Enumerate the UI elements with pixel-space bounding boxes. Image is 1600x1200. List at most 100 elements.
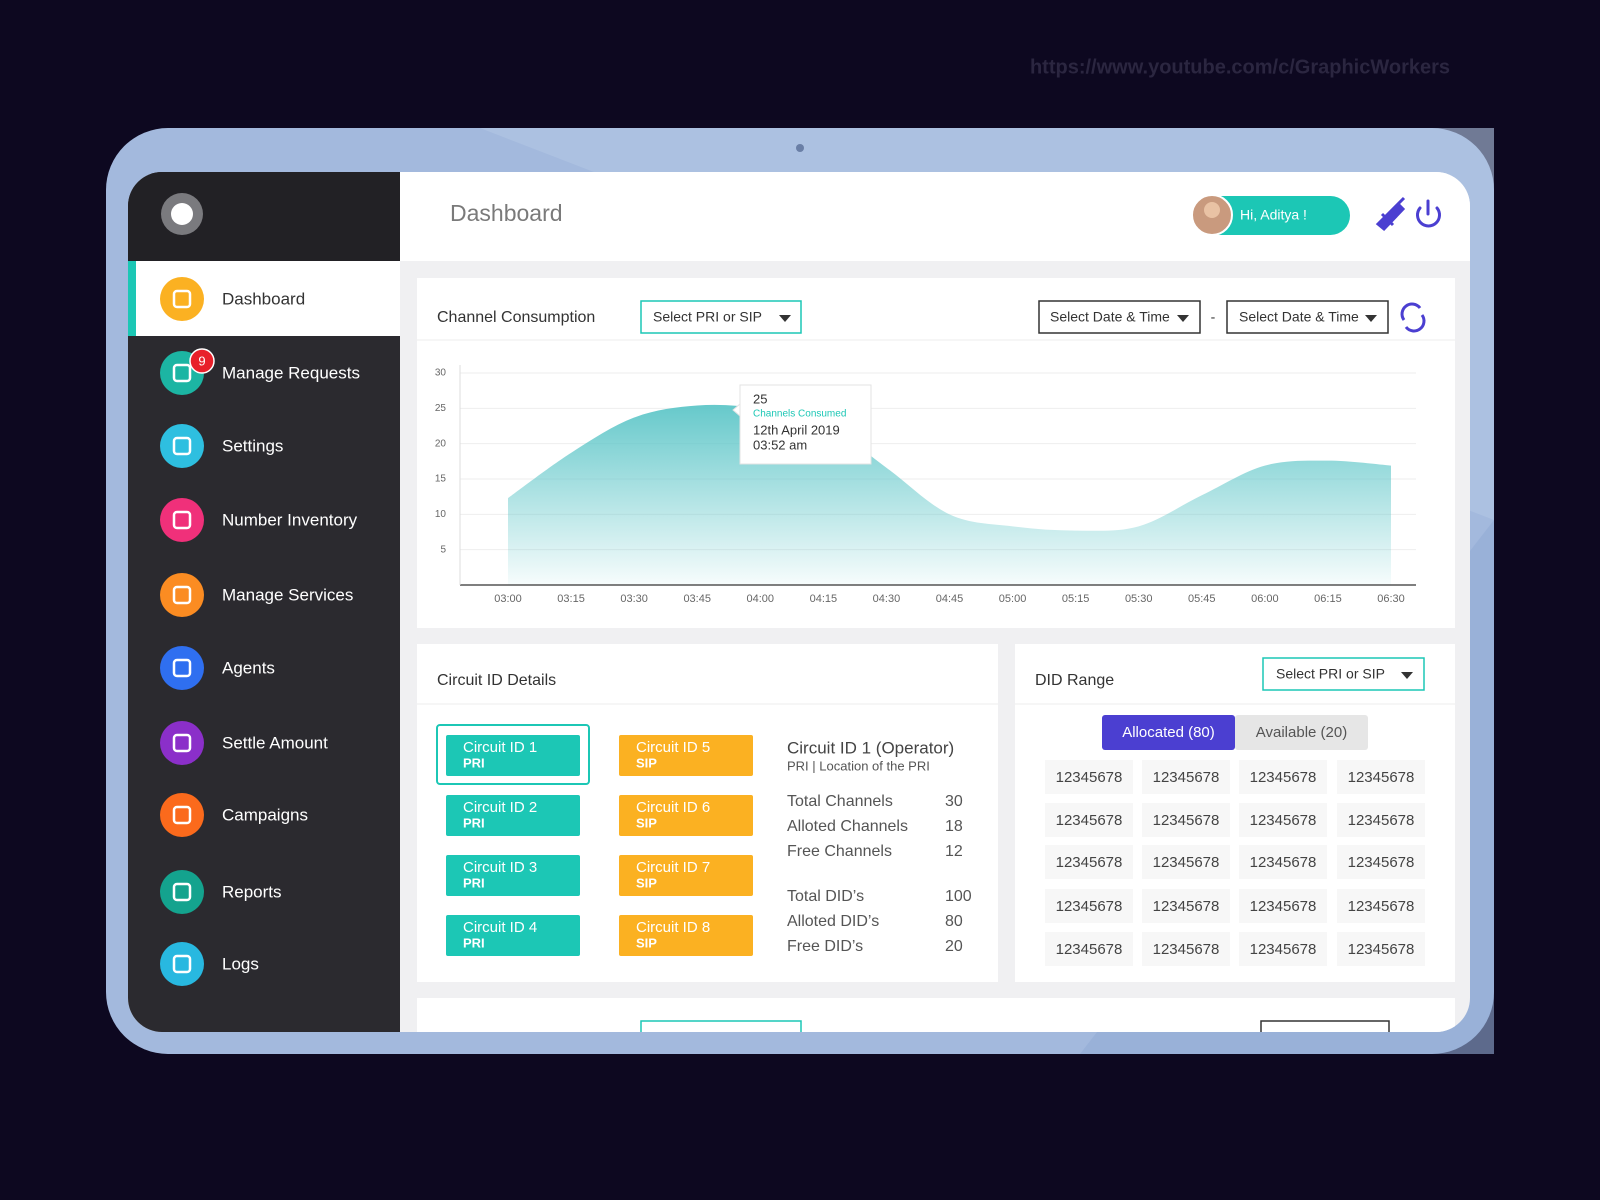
avatar-face [1204, 202, 1220, 218]
selected-circuit-subtitle: PRI | Location of the PRI [787, 758, 930, 773]
page-title: Dashboard [450, 200, 563, 226]
did-cell [1045, 845, 1133, 879]
tooltip-pointer [732, 402, 741, 418]
did-number: 12345678 [1056, 898, 1123, 915]
nav-label[interactable]: Reports [222, 882, 282, 901]
camera [796, 144, 804, 152]
nav-icon[interactable] [160, 573, 204, 617]
circuit-name: Circuit ID 7 [636, 859, 710, 876]
circuit-button[interactable] [619, 735, 753, 776]
date-select-text: Select Date & Time [1239, 309, 1359, 325]
x-tick-label: 03:30 [620, 593, 648, 605]
nav-icon[interactable] [160, 498, 204, 542]
select-box [640, 1020, 802, 1032]
did-number: 12345678 [1153, 812, 1220, 829]
nav-label[interactable]: Manage Services [222, 585, 353, 604]
did-cell [1045, 803, 1133, 837]
active-indicator [128, 261, 136, 336]
stat-label: Free DID’s [787, 938, 863, 955]
did-number: 12345678 [1250, 769, 1317, 786]
nav-label[interactable]: Settle Amount [222, 733, 328, 752]
select-box[interactable] [1262, 657, 1425, 691]
stat-value: 100 [945, 888, 972, 905]
notification-icon[interactable] [1375, 196, 1406, 232]
nav-icon-glyph [172, 363, 192, 383]
did-number: 12345678 [1056, 812, 1123, 829]
nav-icon-glyph [172, 805, 192, 825]
nav-label[interactable]: Manage Requests [222, 363, 360, 382]
circuit-type: PRI [463, 875, 485, 890]
refresh-icon[interactable] [1400, 302, 1426, 333]
nav-icon[interactable] [160, 646, 204, 690]
nav-icon[interactable] [160, 424, 204, 468]
stat-value: 20 [945, 938, 963, 955]
x-tick-label: 03:45 [683, 593, 711, 605]
next-card [417, 998, 1455, 1032]
nav-label[interactable]: Agents [222, 658, 275, 677]
circuit-button[interactable] [446, 915, 580, 956]
nav-icon[interactable] [160, 277, 204, 321]
stat-label: Alloted DID’s [787, 913, 879, 930]
stat-value: 30 [945, 793, 963, 810]
nav-icon[interactable] [160, 870, 204, 914]
did-cell [1142, 760, 1230, 794]
dropdown-arrow [1365, 315, 1377, 322]
circuit-button[interactable] [619, 855, 753, 896]
did-number: 12345678 [1348, 812, 1415, 829]
x-tick-label: 04:15 [810, 593, 838, 605]
stat-label: Total Channels [787, 793, 893, 810]
tab[interactable] [1235, 715, 1368, 750]
selected-outline [436, 724, 590, 785]
circuit-name: Circuit ID 1 [463, 739, 537, 756]
y-tick-label: 5 [440, 544, 446, 555]
did-cell [1337, 932, 1425, 966]
tooltip [739, 384, 872, 465]
circuit-type: PRI [463, 815, 485, 830]
date-select[interactable] [1226, 300, 1389, 334]
did-cell [1337, 803, 1425, 837]
nav-label[interactable]: Logs [222, 954, 259, 973]
x-tick-label: 04:00 [747, 593, 775, 605]
circuit-button[interactable] [446, 855, 580, 896]
nav-label[interactable]: Number Inventory [222, 510, 358, 529]
nav-icon-glyph [172, 585, 192, 605]
area [508, 404, 1391, 585]
did-cell [1142, 932, 1230, 966]
circuit-button[interactable] [619, 795, 753, 836]
did-cell [1045, 760, 1133, 794]
power-icon[interactable] [1416, 206, 1441, 228]
did-cell [1045, 932, 1133, 966]
y-tick-label: 20 [435, 438, 447, 449]
nav-icon[interactable] [160, 793, 204, 837]
circuit-button[interactable] [619, 915, 753, 956]
tab[interactable] [1102, 715, 1235, 750]
nav-icon[interactable] [160, 721, 204, 765]
did-cell [1239, 932, 1327, 966]
circuit-name: Circuit ID 4 [463, 919, 537, 936]
nav-icon-glyph [172, 289, 192, 309]
did-cell [1142, 803, 1230, 837]
y-tick-label: 15 [435, 474, 447, 485]
did-number: 12345678 [1348, 898, 1415, 915]
circuit-type: SIP [636, 815, 657, 830]
x-tick-label: 05:00 [999, 593, 1027, 605]
select-box[interactable] [640, 300, 802, 334]
circuit-type: SIP [636, 755, 657, 770]
greeting: Hi, Aditya ! [1240, 207, 1307, 223]
circuit-button[interactable] [446, 735, 580, 776]
did-number: 12345678 [1153, 854, 1220, 871]
tooltip-time: 03:52 am [753, 437, 807, 452]
nav-label[interactable]: Campaigns [222, 805, 308, 824]
circuit-button[interactable] [446, 795, 580, 836]
date-select [1260, 1020, 1390, 1032]
tooltip-value: 25 [753, 391, 767, 406]
nav-label[interactable]: Dashboard [222, 289, 305, 308]
circuit-type: PRI [463, 935, 485, 950]
nav-label[interactable]: Settings [222, 436, 283, 455]
nav-icon[interactable] [160, 942, 204, 986]
user-pill[interactable] [1192, 196, 1350, 235]
date-select[interactable] [1038, 300, 1201, 334]
